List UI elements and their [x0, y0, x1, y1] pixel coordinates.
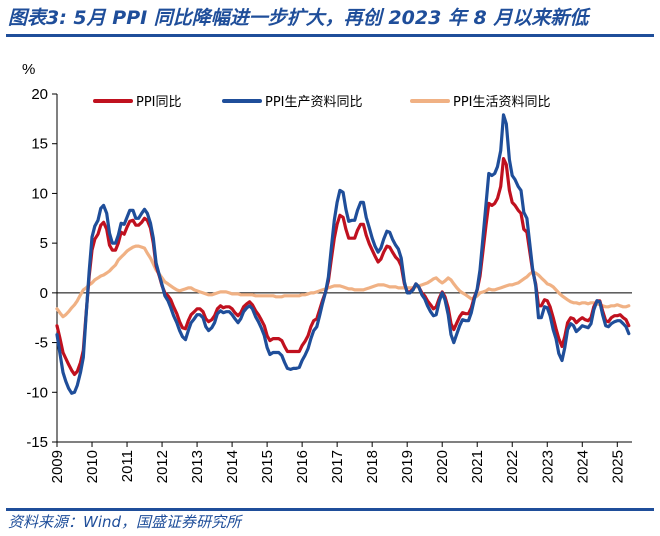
- legend-label-1: PPI生产资料同比: [265, 95, 363, 110]
- title-rule: [6, 34, 654, 37]
- x-tick-label: 2025: [609, 450, 626, 483]
- y-tick-label: 5: [40, 235, 48, 252]
- x-tick-label: 2022: [504, 450, 521, 483]
- x-tick-label: 2015: [259, 450, 276, 483]
- x-tick-label: 2023: [539, 450, 556, 483]
- y-tick-label: -5: [35, 335, 48, 352]
- source-rule: [6, 508, 654, 511]
- y-axis-unit-label: %: [22, 61, 35, 78]
- ppi-line-chart: -15 -10 -5 0 5 10 15 20% 2009 2010 2011 2012 2013 201…: [22, 61, 632, 483]
- y-tick-label: 20: [31, 86, 48, 103]
- series-line-2: [55, 244, 631, 319]
- legend-label-2: PPI生活资料同比: [453, 95, 551, 110]
- x-tick-label: 2010: [84, 450, 101, 483]
- x-tick-label: 2019: [399, 450, 416, 483]
- x-tick-label: 2013: [189, 450, 206, 483]
- y-tick-label: -15: [26, 434, 48, 451]
- y-tick-label: 15: [31, 136, 48, 153]
- x-tick-label: 2020: [434, 450, 451, 483]
- series-line-1: [55, 113, 631, 395]
- x-tick-label: 2024: [574, 450, 591, 483]
- x-tick-label: 2011: [119, 450, 136, 482]
- x-tick-label: 2012: [154, 450, 171, 483]
- x-tick-label: 2016: [294, 450, 311, 483]
- y-tick-label: 0: [40, 285, 48, 302]
- series-lines: [55, 113, 631, 395]
- source-note: 资料来源：Wind，国盛证券研究所: [8, 513, 242, 531]
- legend: PPI同比 PPI生产资料同比 PPI生活资料同比: [93, 95, 551, 110]
- legend-label-0: PPI同比: [136, 95, 182, 110]
- x-tick-label: 2018: [364, 450, 381, 483]
- y-tick-label: -10: [26, 384, 48, 401]
- x-tick-label: 2017: [329, 450, 346, 483]
- y-tick-label: 10: [31, 185, 48, 202]
- x-tick-label: 2014: [224, 450, 241, 483]
- x-tick-label: 2021: [469, 450, 486, 483]
- chart-title: 图表3: 5月 PPI 同比降幅进一步扩大，再创 2023 年 8 月以来新低: [8, 7, 589, 29]
- x-tick-label: 2009: [49, 450, 66, 483]
- axes: -15 -10 -5 0 5 10 15 20% 2009 2010 2011 2012 2013 201…: [22, 61, 632, 483]
